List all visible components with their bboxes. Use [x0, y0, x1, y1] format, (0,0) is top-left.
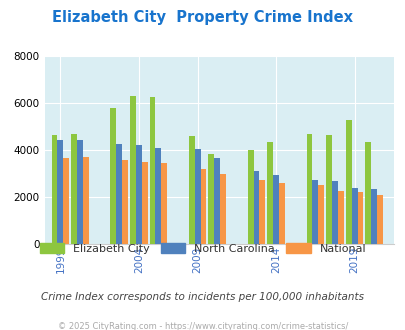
Bar [194, 149, 200, 244]
Bar [71, 134, 77, 244]
Bar [318, 185, 323, 244]
Bar [331, 181, 337, 244]
Bar [130, 96, 136, 244]
Text: Elizabeth City  Property Crime Index: Elizabeth City Property Crime Index [52, 10, 353, 25]
Legend: Elizabeth City, North Carolina, National: Elizabeth City, North Carolina, National [35, 239, 370, 258]
Text: Crime Index corresponds to incidents per 100,000 inhabitants: Crime Index corresponds to incidents per… [41, 292, 364, 302]
Bar [364, 142, 370, 244]
Bar [370, 189, 376, 244]
Bar [357, 192, 362, 244]
Bar [253, 171, 259, 244]
Bar [208, 154, 214, 244]
Bar [311, 180, 318, 244]
Bar [337, 191, 343, 244]
Bar [259, 180, 265, 244]
Bar [376, 195, 382, 244]
Bar [57, 140, 63, 244]
Bar [345, 119, 351, 244]
Bar [351, 188, 357, 244]
Bar [141, 162, 147, 244]
Bar [136, 146, 141, 244]
Bar [51, 135, 57, 244]
Bar [63, 158, 69, 244]
Bar [110, 108, 116, 244]
Bar [273, 175, 278, 244]
Text: © 2025 CityRating.com - https://www.cityrating.com/crime-statistics/: © 2025 CityRating.com - https://www.city… [58, 322, 347, 330]
Bar [220, 174, 226, 244]
Bar [214, 158, 220, 244]
Bar [247, 150, 253, 244]
Bar [77, 140, 83, 244]
Bar [188, 136, 194, 244]
Bar [200, 169, 206, 244]
Bar [278, 183, 284, 244]
Bar [122, 160, 128, 244]
Bar [161, 163, 167, 244]
Bar [83, 157, 89, 244]
Bar [325, 135, 331, 244]
Bar [306, 134, 311, 244]
Bar [116, 144, 122, 244]
Bar [266, 142, 273, 244]
Bar [155, 148, 161, 244]
Bar [149, 97, 155, 244]
